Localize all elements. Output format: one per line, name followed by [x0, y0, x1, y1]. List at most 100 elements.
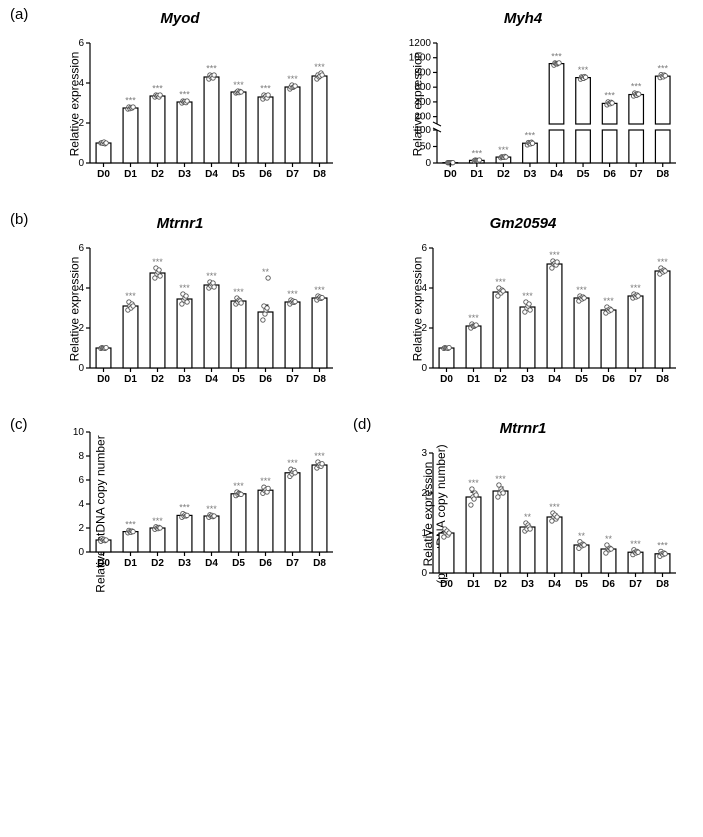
- svg-text:***: ***: [576, 285, 587, 295]
- svg-text:D0: D0: [97, 558, 110, 569]
- svg-text:6: 6: [421, 243, 427, 254]
- chart-c: 0246810D0***D1***D2***D3***D4***D5***D6*…: [62, 420, 350, 575]
- svg-text:10: 10: [73, 427, 85, 438]
- svg-text:***: ***: [631, 82, 642, 92]
- svg-text:D4: D4: [205, 169, 218, 180]
- svg-text:***: ***: [604, 91, 615, 101]
- svg-text:D3: D3: [178, 169, 191, 180]
- svg-text:D5: D5: [232, 374, 245, 385]
- svg-text:6: 6: [78, 475, 84, 486]
- chart-title-myod: Myod: [10, 10, 350, 27]
- svg-text:D6: D6: [602, 374, 615, 385]
- svg-text:D4: D4: [550, 169, 563, 180]
- svg-text:D2: D2: [151, 558, 164, 569]
- svg-text:2: 2: [78, 118, 84, 129]
- svg-text:0: 0: [78, 363, 84, 374]
- svg-text:D1: D1: [124, 169, 137, 180]
- svg-text:4: 4: [78, 499, 84, 510]
- svg-text:2: 2: [421, 323, 427, 334]
- chart-b-left: 0246D0***D1***D2***D3***D4***D5**D6***D7…: [62, 236, 350, 391]
- svg-text:D5: D5: [232, 169, 245, 180]
- svg-text:***: ***: [468, 313, 479, 323]
- svg-text:D5: D5: [575, 374, 588, 385]
- panel-d: (d) Mtrnr1 Relative expression (per mtDN…: [353, 416, 693, 611]
- svg-text:2: 2: [78, 523, 84, 534]
- svg-text:D8: D8: [313, 558, 326, 569]
- figure-page: (a) Myod Relative expression 0246D0***D1…: [0, 0, 703, 837]
- svg-text:***: ***: [206, 64, 217, 74]
- svg-text:D8: D8: [656, 169, 669, 180]
- svg-text:D5: D5: [575, 579, 588, 590]
- svg-text:***: ***: [551, 52, 562, 62]
- svg-text:6: 6: [78, 38, 84, 49]
- svg-text:***: ***: [233, 80, 244, 90]
- svg-text:***: ***: [314, 451, 325, 461]
- svg-text:***: ***: [287, 289, 298, 299]
- svg-text:***: ***: [522, 291, 533, 301]
- svg-text:4: 4: [78, 283, 84, 294]
- svg-text:D3: D3: [521, 579, 534, 590]
- svg-text:D5: D5: [232, 558, 245, 569]
- svg-text:***: ***: [260, 84, 271, 94]
- svg-text:***: ***: [179, 503, 190, 513]
- panel-c: (c) Relative mtDNA copy number 0246810D0…: [10, 416, 350, 611]
- svg-text:6: 6: [78, 243, 84, 254]
- svg-text:D2: D2: [494, 579, 507, 590]
- panel-label-c: (c): [10, 416, 28, 433]
- svg-text:D1: D1: [124, 558, 137, 569]
- svg-text:600: 600: [414, 82, 431, 93]
- panel-b-left: (b) Mtrnr1 Relative expression 0246D0***…: [10, 211, 350, 406]
- svg-text:D1: D1: [467, 374, 480, 385]
- panel-b-right: Gm20594 Relative expression 0246D0***D1*…: [353, 211, 693, 406]
- svg-text:***: ***: [233, 481, 244, 491]
- svg-text:D2: D2: [151, 374, 164, 385]
- panel-a-right: Myh4 Relative expression 050100200400600…: [353, 6, 693, 201]
- svg-text:***: ***: [125, 291, 136, 301]
- svg-text:***: ***: [468, 478, 479, 488]
- svg-text:D7: D7: [629, 374, 642, 385]
- svg-text:2: 2: [78, 323, 84, 334]
- svg-text:D6: D6: [259, 558, 272, 569]
- svg-text:***: ***: [495, 474, 506, 484]
- svg-text:D7: D7: [286, 558, 299, 569]
- svg-text:4: 4: [78, 78, 84, 89]
- svg-text:**: **: [262, 267, 270, 277]
- svg-text:***: ***: [314, 62, 325, 72]
- svg-text:***: ***: [498, 145, 509, 155]
- svg-text:8: 8: [78, 451, 84, 462]
- svg-text:D8: D8: [656, 579, 669, 590]
- svg-text:D4: D4: [548, 579, 561, 590]
- svg-text:D1: D1: [470, 169, 483, 180]
- svg-text:1: 1: [421, 528, 427, 539]
- svg-text:***: ***: [287, 74, 298, 84]
- svg-text:D0: D0: [97, 169, 110, 180]
- svg-text:D3: D3: [178, 374, 191, 385]
- svg-text:***: ***: [495, 277, 506, 287]
- svg-text:D2: D2: [151, 169, 164, 180]
- svg-text:***: ***: [125, 95, 136, 105]
- chart-title-mtrnr1: Mtrnr1: [10, 215, 350, 232]
- chart-title-myh4: Myh4: [353, 10, 693, 27]
- row-a: (a) Myod Relative expression 0246D0***D1…: [10, 6, 693, 201]
- svg-text:***: ***: [233, 287, 244, 297]
- svg-text:D3: D3: [524, 169, 537, 180]
- panel-label-b: (b): [10, 211, 28, 228]
- svg-text:D7: D7: [286, 169, 299, 180]
- svg-text:0: 0: [421, 363, 427, 374]
- svg-text:***: ***: [152, 516, 163, 526]
- svg-text:D0: D0: [440, 374, 453, 385]
- svg-text:D6: D6: [602, 579, 615, 590]
- svg-text:D6: D6: [603, 169, 616, 180]
- svg-text:***: ***: [657, 540, 668, 550]
- svg-text:***: ***: [578, 65, 589, 75]
- svg-text:***: ***: [125, 519, 136, 529]
- svg-text:**: **: [605, 534, 613, 544]
- svg-text:D1: D1: [124, 374, 137, 385]
- svg-text:***: ***: [287, 458, 298, 468]
- svg-text:**: **: [524, 512, 532, 522]
- svg-text:D4: D4: [548, 374, 561, 385]
- panel-label-a: (a): [10, 6, 28, 23]
- svg-text:***: ***: [314, 285, 325, 295]
- svg-text:D0: D0: [97, 374, 110, 385]
- svg-text:2: 2: [421, 488, 427, 499]
